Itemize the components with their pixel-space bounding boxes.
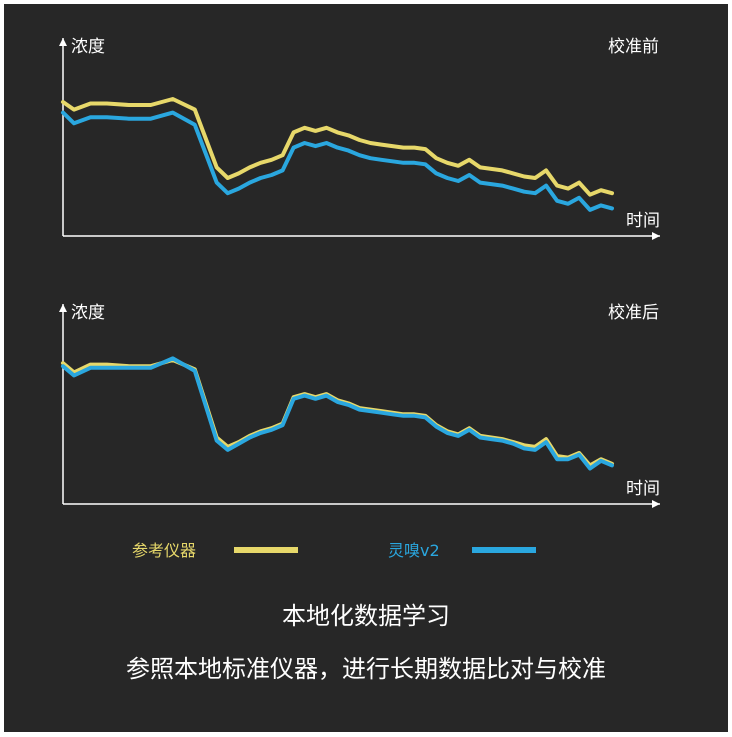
series-line-device: [61, 110, 614, 212]
legend-device-swatch: [472, 547, 536, 553]
series-line-device: [61, 356, 614, 471]
legend-reference-label: 参考仪器: [132, 541, 196, 560]
legend-reference-swatch: [234, 547, 298, 553]
series-line-reference: [61, 97, 614, 197]
chart-title: 校准前: [608, 37, 659, 57]
caption-subtitle: 参照本地标准仪器，进行长期数据比对与校准: [126, 655, 606, 683]
y-axis-arrow: [59, 38, 67, 46]
legend: 参考仪器 灵嗅v2: [132, 541, 536, 560]
x-axis-arrow: [652, 500, 660, 508]
x-axis-label: 时间: [626, 211, 660, 231]
x-axis-arrow: [652, 232, 660, 240]
y-axis-label: 浓度: [71, 37, 105, 57]
chart-panel: 浓度 时间 校准前 浓度 时间 校准后 参考仪器 灵嗅v2 本地化数据学习 参照本地标准…: [4, 4, 728, 732]
y-axis-arrow: [59, 304, 67, 312]
legend-device-label: 灵嗅v2: [388, 541, 440, 560]
chart-title: 校准后: [608, 303, 659, 323]
y-axis-label: 浓度: [71, 303, 105, 323]
caption-title: 本地化数据学习: [282, 602, 450, 630]
x-axis-label: 时间: [626, 479, 660, 499]
